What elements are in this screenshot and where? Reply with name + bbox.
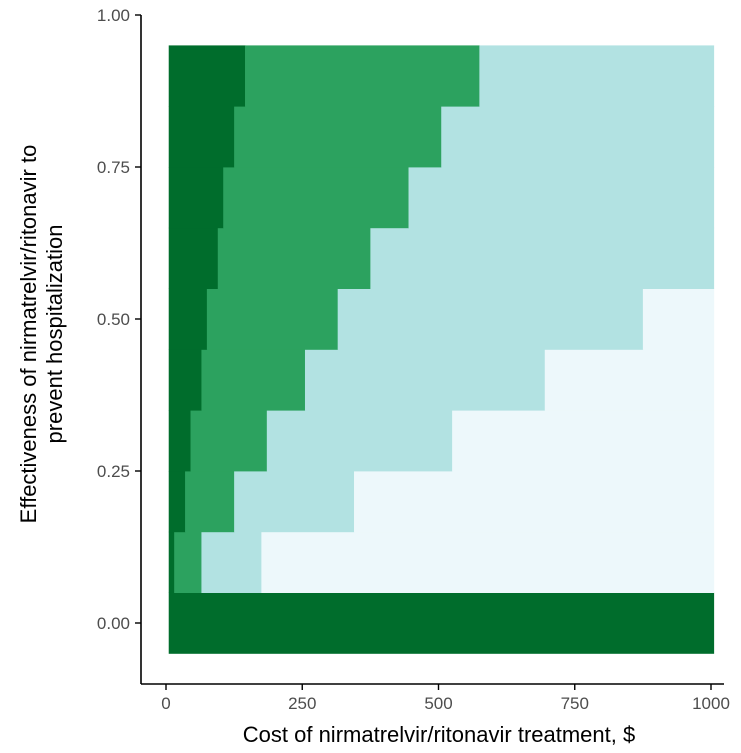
- heatmap-tile-e0.1-level-3: [168, 531, 175, 593]
- heatmap-tile-e0.8-level-2: [234, 106, 442, 168]
- heatmap-tile-e0.7-level-1: [408, 167, 715, 229]
- heatmap-tile-e0.2-level-2: [185, 471, 235, 533]
- x-tick-label-750: 750: [561, 694, 589, 713]
- heatmap-tile-e0.4-level-3: [168, 349, 202, 411]
- x-tick-label-500: 500: [424, 694, 452, 713]
- heatmap-tile-e0-level-3: [168, 592, 715, 654]
- y-tick-label-0.75: 0.75: [97, 158, 130, 177]
- heatmap-tile-e0.1-level-0: [261, 531, 715, 593]
- y-axis-ticks: 0.00 0.25 0.50 0.75 1.00: [97, 6, 141, 633]
- heatmap-tile-e0.2-level-0: [354, 471, 715, 533]
- heatmap-tile-e0.3-level-0: [452, 410, 715, 472]
- y-axis-title-line-1: Effectiveness of nirmatrelvir/ritonavir …: [16, 145, 41, 524]
- heatmap-tile-e0.1-level-1: [201, 531, 262, 593]
- x-axis-ticks: 0 250 500 750 1000: [161, 684, 730, 713]
- y-axis-title-line-2: prevent hospitalization: [42, 225, 67, 444]
- heatmap-tile-e0.4-level-2: [201, 349, 306, 411]
- heatmap-tile-e0.1-level-2: [174, 531, 202, 593]
- heatmap-tile-e0.3-level-1: [266, 410, 453, 472]
- heatmap-tile-e0.5-level-1: [337, 288, 644, 350]
- x-tick-label-0: 0: [161, 694, 170, 713]
- y-tick-label-1.00: 1.00: [97, 6, 130, 25]
- axes: 0 250 500 750 1000 0.00 0.25 0.50 0.75 1.00: [97, 6, 730, 713]
- heatmap-tiles: [168, 45, 715, 654]
- heatmap-tile-e0.8-level-1: [441, 106, 715, 168]
- heatmap-tile-e0.9-level-1: [479, 45, 715, 107]
- heatmap-tile-e0.6-level-3: [168, 227, 219, 289]
- y-tick-label-0.00: 0.00: [97, 614, 130, 633]
- heatmap-tile-e0.2-level-1: [234, 471, 355, 533]
- heatmap-tile-e0.4-level-0: [544, 349, 715, 411]
- heatmap-tile-e0.9-level-2: [245, 45, 480, 107]
- heatmap-tile-e0.8-level-3: [168, 106, 235, 168]
- x-tick-label-250: 250: [288, 694, 316, 713]
- x-axis-title: Cost of nirmatrelvir/ritonavir treatment…: [243, 722, 635, 747]
- x-tick-label-1000: 1000: [692, 694, 730, 713]
- heatmap-tile-e0.9-level-3: [168, 45, 246, 107]
- heatmap-tile-e0.3-level-3: [168, 410, 191, 472]
- heatmap-tile-e0.4-level-1: [304, 349, 546, 411]
- y-tick-label-0.50: 0.50: [97, 310, 130, 329]
- y-axis-title: Effectiveness of nirmatrelvir/ritonavir …: [16, 145, 67, 524]
- heatmap-tile-e0.3-level-2: [190, 410, 268, 472]
- heatmap-tile-e0.7-level-3: [168, 167, 224, 229]
- heatmap-tile-e0.6-level-1: [370, 227, 715, 289]
- heatmap-tile-e0.6-level-2: [217, 227, 371, 289]
- y-tick-label-0.25: 0.25: [97, 462, 130, 481]
- heatmap-tile-e0.5-level-2: [206, 288, 339, 350]
- heatmap-tile-e0.5-level-0: [642, 288, 715, 350]
- heatmap-tile-e0.5-level-3: [168, 288, 208, 350]
- heatmap-tile-e0.7-level-2: [223, 167, 409, 229]
- heatmap-tile-e0.2-level-3: [168, 471, 186, 533]
